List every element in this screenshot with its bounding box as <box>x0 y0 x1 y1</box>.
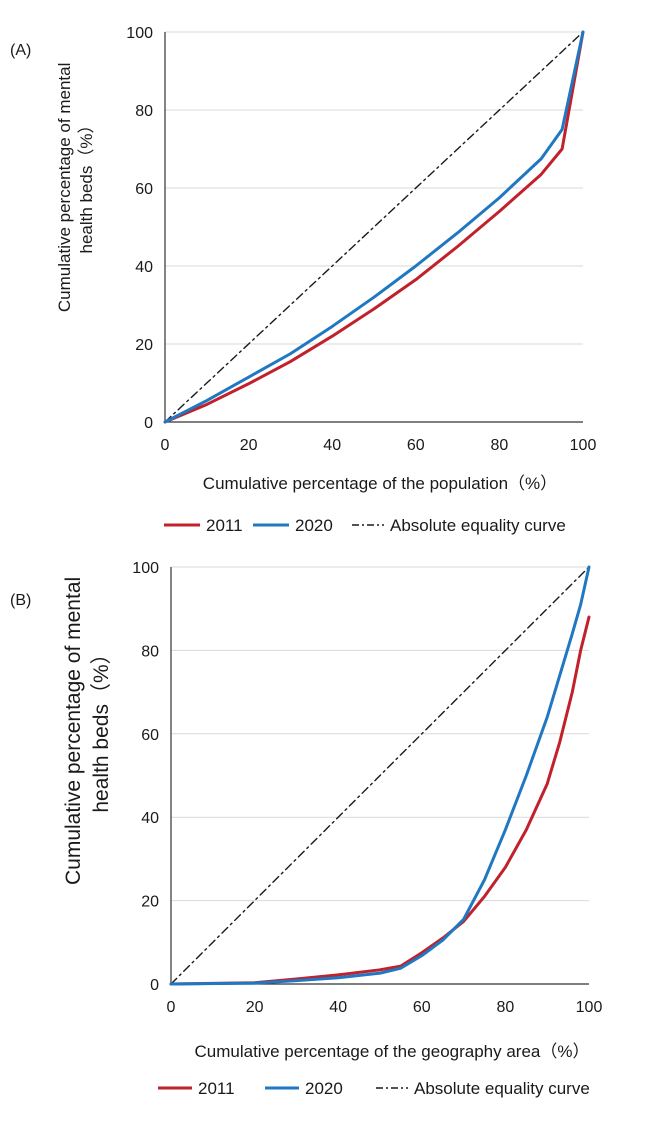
panel-b-x-axis-label: Cumulative percentage of the geography a… <box>194 1042 589 1061</box>
panel-a-series-2020 <box>163 30 585 424</box>
panel-b-y-axis-label: Cumulative percentage of mental health b… <box>62 571 113 885</box>
panel-a-y-tick-60: 60 <box>135 181 153 198</box>
panel-b-y-tick-100: 100 <box>132 560 159 577</box>
panel-b-gridlines <box>171 566 589 902</box>
panel-a-gridlines <box>165 31 583 345</box>
panel-a-x-tick-20: 20 <box>240 437 258 454</box>
panel-a-y-tick-80: 80 <box>135 103 153 120</box>
panel-a-legend-label-2020: 2020 <box>295 516 333 535</box>
panel-label-b: (B) <box>10 592 31 609</box>
panel-b-legend-label-2011: 2011 <box>198 1079 235 1098</box>
panel-b-y-tick-40: 40 <box>141 810 159 827</box>
panel-b: (B) 0 20 40 60 80 100 0 20 40 60 80 100 Cumulative… <box>10 560 602 1098</box>
panel-a-series-2011 <box>163 30 585 424</box>
panel-a-x-axis-label: Cumulative percentage of the population（… <box>203 474 557 493</box>
panel-b-legend-label-2020: 2020 <box>305 1079 343 1098</box>
panel-a-y-ticks: 0 20 40 60 80 100 <box>126 25 153 432</box>
panel-a-y-axis-label-line2: health beds（%） <box>77 116 96 253</box>
panel-a-y-axis-label-line1: Cumulative percentage of mental <box>55 63 74 312</box>
panel-b-series <box>169 565 591 986</box>
panel-a-y-tick-100: 100 <box>126 25 153 42</box>
panel-a-x-tick-0: 0 <box>161 437 170 454</box>
panel-a-legend: 2011 2020 Absolute equality curve <box>164 516 566 535</box>
panel-b-y-ticks: 0 20 40 60 80 100 <box>132 560 159 994</box>
panel-a-legend-label-2011: 2011 <box>206 516 243 535</box>
panel-b-x-ticks: 0 20 40 60 80 100 <box>167 999 603 1016</box>
panel-b-y-tick-80: 80 <box>141 643 159 660</box>
panel-a-series-absolute-equality-curve <box>164 31 584 423</box>
panel-b-series-absolute-equality-curve <box>170 566 590 985</box>
panel-a-x-ticks: 0 20 40 60 80 100 <box>161 437 597 454</box>
panel-b-x-tick-80: 80 <box>497 999 515 1016</box>
panel-b-x-tick-0: 0 <box>167 999 176 1016</box>
panel-b-legend-label-equality: Absolute equality curve <box>414 1079 590 1098</box>
panel-a-legend-label-equality: Absolute equality curve <box>390 516 566 535</box>
panel-b-x-tick-60: 60 <box>413 999 431 1016</box>
panel-b-series-2020 <box>169 565 591 986</box>
panel-b-y-tick-20: 20 <box>141 894 159 911</box>
panel-a-y-tick-40: 40 <box>135 259 153 276</box>
panel-a-y-tick-0: 0 <box>144 415 153 432</box>
panel-label-a: (A) <box>10 42 31 59</box>
panel-a-x-tick-80: 80 <box>491 437 509 454</box>
panel-a-x-tick-100: 100 <box>570 437 597 454</box>
panel-b-series-2011 <box>169 615 591 986</box>
panel-a: (A) 0 20 40 60 80 100 0 20 40 60 80 100 Cumulative… <box>10 25 596 535</box>
panel-b-x-tick-20: 20 <box>246 999 264 1016</box>
panel-b-y-tick-60: 60 <box>141 727 159 744</box>
panel-b-y-axis-label-line2: health beds（%） <box>90 643 113 812</box>
panel-b-x-tick-100: 100 <box>576 999 603 1016</box>
panel-b-y-axis-label-line1: Cumulative percentage of mental <box>62 577 85 885</box>
panel-a-x-tick-60: 60 <box>407 437 425 454</box>
panel-a-y-tick-20: 20 <box>135 337 153 354</box>
panel-b-legend: 2011 2020 Absolute equality curve <box>158 1079 590 1098</box>
panel-b-y-tick-0: 0 <box>150 977 159 994</box>
panel-a-series <box>163 30 585 424</box>
panel-a-x-tick-40: 40 <box>323 437 341 454</box>
panel-a-y-axis-label: Cumulative percentage of mental health b… <box>55 58 96 312</box>
panel-b-x-tick-40: 40 <box>329 999 347 1016</box>
